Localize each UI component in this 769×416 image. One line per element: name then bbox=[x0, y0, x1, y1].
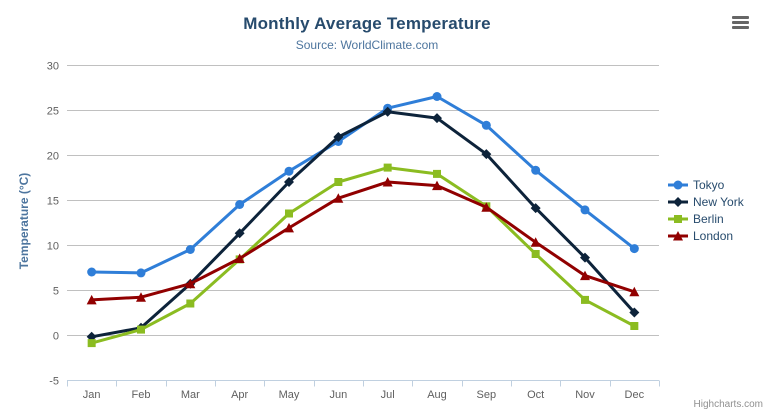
point-new-york-apr[interactable] bbox=[234, 228, 245, 239]
chart-subtitle: Source: WorldClimate.com bbox=[295, 38, 439, 52]
legend-item-new-york[interactable]: New York bbox=[668, 193, 744, 210]
y-axis-title: Temperature (°C) bbox=[17, 172, 31, 270]
chart-title: Monthly Average Temperature bbox=[243, 14, 491, 33]
x-axis-label: Oct bbox=[527, 389, 544, 401]
x-axis-label: Jul bbox=[381, 389, 395, 401]
point-tokyo-aug[interactable] bbox=[432, 92, 442, 101]
point-london-apr[interactable] bbox=[234, 253, 245, 264]
point-tokyo-nov[interactable] bbox=[580, 205, 590, 215]
point-london-sep[interactable] bbox=[481, 202, 492, 212]
x-axis-label: Feb bbox=[132, 389, 151, 401]
circle-marker-glyph bbox=[673, 180, 683, 189]
point-berlin-aug[interactable] bbox=[433, 169, 441, 178]
diamond-marker-icon bbox=[668, 196, 688, 207]
point-berlin-mar[interactable] bbox=[186, 299, 195, 308]
legend: Tokyo New York Berlin London bbox=[668, 176, 744, 244]
point-london-feb[interactable] bbox=[136, 292, 146, 302]
point-tokyo-jan[interactable] bbox=[87, 267, 97, 277]
x-axis-label: Sep bbox=[477, 389, 497, 401]
y-axis-label: -5 bbox=[49, 376, 59, 388]
series-new-york bbox=[86, 106, 640, 342]
export-menu-button[interactable] bbox=[732, 16, 749, 30]
point-tokyo-feb[interactable] bbox=[136, 268, 146, 278]
point-new-york-oct[interactable] bbox=[530, 203, 541, 214]
point-new-york-sep[interactable] bbox=[481, 149, 492, 160]
point-new-york-jul[interactable] bbox=[382, 106, 393, 117]
y-axis-label: 15 bbox=[47, 196, 59, 208]
triangle-marker-icon bbox=[668, 230, 688, 240]
x-axis-label: Dec bbox=[625, 389, 645, 401]
x-axis-label: Mar bbox=[181, 389, 200, 401]
legend-item-london[interactable]: London bbox=[668, 227, 744, 244]
square-marker-glyph bbox=[674, 214, 682, 223]
point-new-york-aug[interactable] bbox=[432, 113, 442, 124]
point-berlin-jul[interactable] bbox=[383, 163, 392, 172]
legend-label: New York bbox=[693, 194, 744, 209]
point-berlin-dec[interactable] bbox=[630, 322, 639, 330]
line-london bbox=[90, 180, 636, 302]
legend-item-tokyo[interactable]: Tokyo bbox=[668, 176, 744, 193]
circle-marker-icon bbox=[668, 180, 688, 189]
point-london-jan[interactable] bbox=[86, 294, 97, 305]
legend-label: Tokyo bbox=[693, 177, 725, 192]
x-axis-label: Jun bbox=[329, 389, 347, 401]
line-new-york bbox=[90, 110, 636, 339]
point-tokyo-may[interactable] bbox=[284, 166, 294, 176]
x-axis-label: Jan bbox=[83, 389, 101, 401]
point-berlin-feb[interactable] bbox=[137, 325, 145, 334]
y-axis-label: 25 bbox=[47, 106, 59, 118]
highcharts-credits[interactable]: Highcharts.com bbox=[693, 399, 763, 410]
x-axis-label: Nov bbox=[575, 389, 595, 401]
x-axis-label: May bbox=[279, 389, 300, 401]
point-tokyo-sep[interactable] bbox=[481, 120, 491, 130]
point-berlin-jan[interactable] bbox=[87, 339, 96, 348]
point-london-may[interactable] bbox=[284, 222, 294, 233]
point-tokyo-dec[interactable] bbox=[629, 244, 639, 254]
point-new-york-nov[interactable] bbox=[580, 252, 590, 263]
point-tokyo-apr[interactable] bbox=[235, 200, 245, 209]
series-berlin bbox=[87, 163, 639, 348]
point-london-nov[interactable] bbox=[580, 270, 590, 281]
y-axis-label: 30 bbox=[47, 61, 59, 73]
point-berlin-may[interactable] bbox=[285, 209, 293, 218]
point-london-aug[interactable] bbox=[432, 180, 442, 191]
series-tokyo bbox=[87, 92, 639, 278]
legend-label: London bbox=[693, 228, 734, 243]
line-berlin bbox=[90, 166, 636, 345]
point-berlin-jun[interactable] bbox=[334, 178, 343, 186]
x-axis-label: Apr bbox=[231, 389, 248, 401]
y-axis-label: 20 bbox=[47, 151, 59, 163]
legend-item-berlin[interactable]: Berlin bbox=[668, 210, 744, 227]
point-new-york-dec[interactable] bbox=[629, 307, 640, 318]
point-tokyo-oct[interactable] bbox=[531, 165, 541, 175]
series-london bbox=[86, 177, 640, 305]
y-axis-label: 5 bbox=[53, 286, 59, 298]
point-new-york-may[interactable] bbox=[284, 177, 294, 187]
x-axis-label: Aug bbox=[427, 389, 447, 401]
point-tokyo-mar[interactable] bbox=[185, 245, 195, 254]
square-marker-icon bbox=[668, 214, 688, 223]
point-london-jun[interactable] bbox=[333, 193, 344, 203]
point-berlin-nov[interactable] bbox=[581, 295, 589, 304]
diamond-marker-glyph bbox=[673, 196, 683, 207]
point-london-oct[interactable] bbox=[530, 237, 541, 247]
point-berlin-oct[interactable] bbox=[531, 250, 540, 258]
point-london-jul[interactable] bbox=[382, 177, 393, 187]
hamburger-icon bbox=[732, 16, 749, 29]
point-london-dec[interactable] bbox=[629, 286, 640, 297]
y-axis-label: 10 bbox=[47, 241, 59, 253]
point-new-york-jun[interactable] bbox=[333, 132, 344, 142]
y-axis-label: 0 bbox=[53, 331, 59, 343]
legend-label: Berlin bbox=[693, 211, 724, 226]
point-london-mar[interactable] bbox=[185, 278, 196, 289]
triangle-marker-glyph bbox=[673, 230, 683, 240]
